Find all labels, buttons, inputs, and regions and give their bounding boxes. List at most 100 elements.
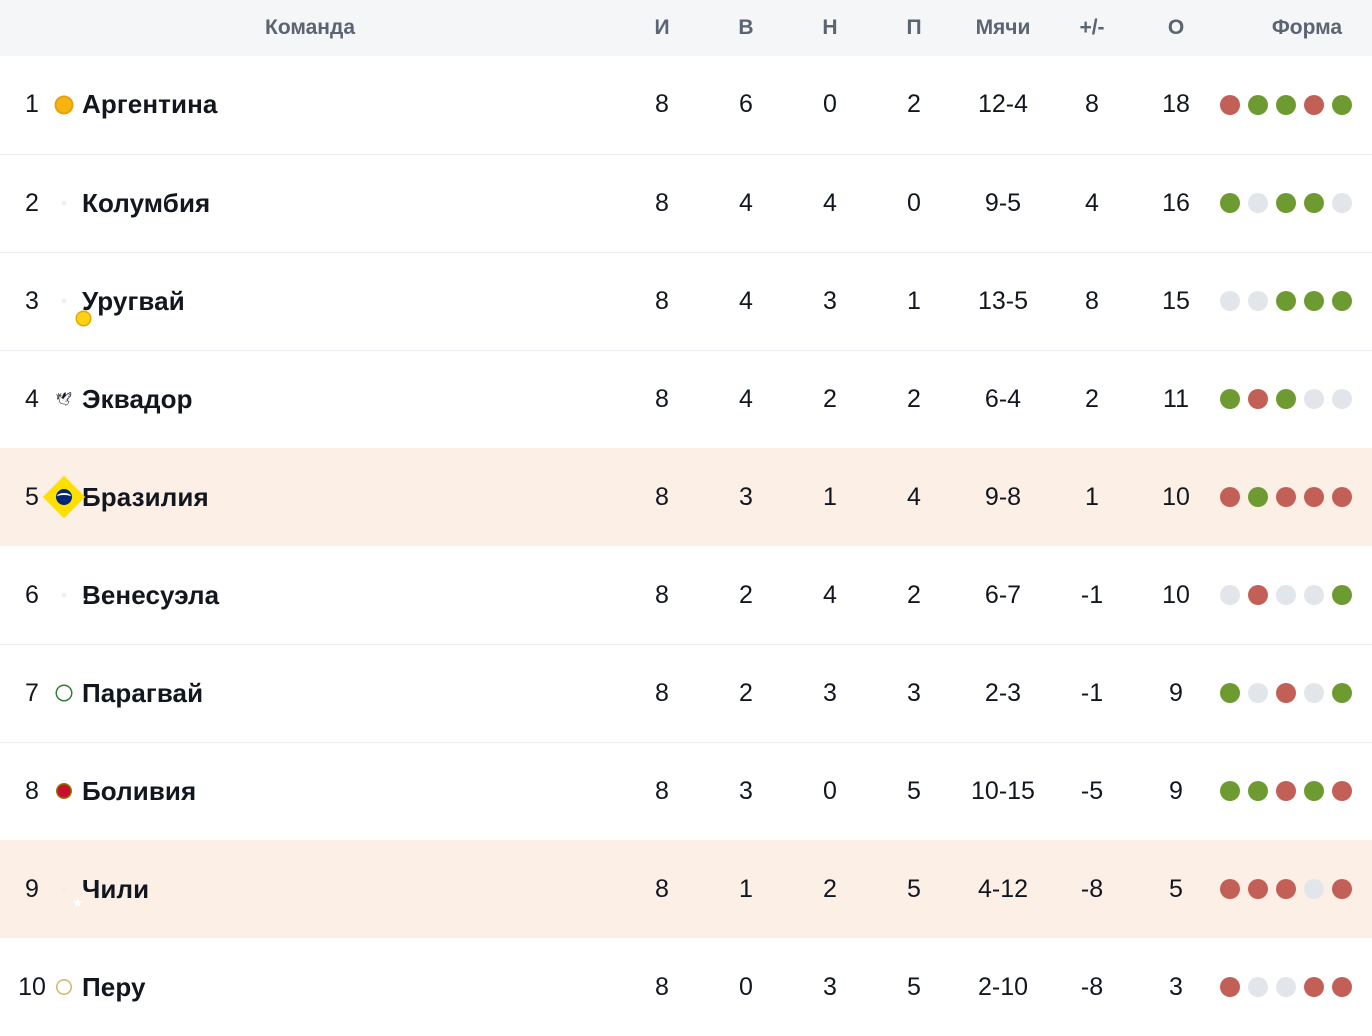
row-team[interactable]: Боливия bbox=[57, 741, 620, 840]
row-won: 2 bbox=[739, 580, 753, 609]
row-team[interactable]: Аргентина bbox=[56, 56, 620, 154]
row-goals: 6-7 bbox=[984, 580, 1022, 609]
row-rank: 8 bbox=[0, 741, 64, 840]
form-dot-w bbox=[1220, 781, 1240, 801]
column-header-played[interactable]: И bbox=[620, 0, 704, 56]
row-lost: 5 bbox=[872, 741, 956, 840]
table-row[interactable]: 2 Колумбия 8 4 4 0 9-5 4 16 bbox=[0, 153, 1372, 252]
row-played: 8 bbox=[655, 90, 669, 119]
form-dot-n bbox=[1304, 585, 1324, 605]
row-rank: 4 bbox=[0, 349, 64, 448]
row-team[interactable]: Колумбия bbox=[64, 153, 620, 252]
row-rank: 7 bbox=[0, 643, 64, 742]
table-row[interactable]: 10 Перу 8 0 3 5 2-10 -8 3 bbox=[0, 938, 1372, 1036]
row-goals: 12-4 bbox=[977, 90, 1029, 119]
table-row[interactable]: 8 Боливия 8 3 0 5 10-15 -5 9 bbox=[0, 741, 1372, 840]
form-dot-n bbox=[1276, 585, 1296, 605]
form-dot-l bbox=[1332, 781, 1352, 801]
form-dot-n bbox=[1248, 291, 1268, 311]
column-header-goals[interactable]: Мячи bbox=[956, 0, 1050, 56]
row-goals: 9-8 bbox=[984, 482, 1022, 511]
row-team[interactable]: Перу bbox=[57, 938, 620, 1036]
row-drawn: 4 bbox=[823, 580, 837, 609]
form-dot-w bbox=[1248, 487, 1268, 507]
row-lost: 2 bbox=[907, 580, 921, 609]
form-dot-l bbox=[1276, 683, 1296, 703]
column-header-goal-difference[interactable]: +/- bbox=[1050, 0, 1134, 56]
row-won: 2 bbox=[704, 643, 788, 742]
row-points: 10 bbox=[1162, 580, 1190, 609]
team-name: Колумбия bbox=[82, 187, 211, 218]
row-lost: 2 bbox=[907, 90, 921, 119]
form-dot-n bbox=[1248, 683, 1268, 703]
column-header-points[interactable]: О bbox=[1134, 0, 1218, 56]
team-name: Венесуэла bbox=[82, 579, 220, 610]
form-dot-w bbox=[1248, 94, 1268, 115]
row-goal-difference: -1 bbox=[1050, 643, 1134, 742]
row-points: 11 bbox=[1134, 349, 1218, 448]
table-header: Команда И В Н П Мячи +/- О Форма bbox=[0, 0, 1372, 56]
table-row[interactable]: 1 Аргентина 8 6 0 2 12-4 8 18 bbox=[0, 56, 1372, 154]
form-dot-w bbox=[1220, 389, 1240, 409]
column-header-drawn[interactable]: Н bbox=[788, 0, 872, 56]
form-dot-w bbox=[1276, 389, 1296, 409]
row-rank: 9 bbox=[25, 874, 39, 903]
form-dot-n bbox=[1304, 683, 1324, 703]
row-team[interactable]: ••••••••Венесуэла bbox=[64, 546, 620, 644]
form-dot-l bbox=[1276, 879, 1296, 899]
form-dot-n bbox=[1276, 977, 1296, 998]
row-rank: 1 bbox=[25, 90, 39, 119]
row-team[interactable]: 🕊Эквадор bbox=[56, 349, 620, 448]
form-dot-l bbox=[1304, 487, 1324, 507]
row-drawn: 3 bbox=[788, 251, 872, 350]
column-header-lost[interactable]: П bbox=[872, 0, 956, 56]
row-goals: 9-5 bbox=[956, 153, 1050, 252]
row-team[interactable]: Уругвай bbox=[64, 251, 620, 350]
form-dot-l bbox=[1304, 94, 1324, 115]
form-dot-w bbox=[1304, 291, 1324, 311]
row-goal-difference: 8 bbox=[1085, 90, 1099, 119]
row-team[interactable]: Парагвай bbox=[57, 643, 620, 742]
row-form bbox=[1218, 349, 1372, 448]
row-played: 8 bbox=[620, 251, 704, 350]
row-points: 16 bbox=[1134, 153, 1218, 252]
team-name: Боливия bbox=[82, 775, 197, 806]
row-points: 15 bbox=[1134, 251, 1218, 350]
table-row[interactable]: 3 Уругвай 8 4 3 1 13-5 8 15 bbox=[0, 251, 1372, 350]
column-header-team[interactable]: Команда bbox=[0, 0, 620, 56]
form-dot-l bbox=[1220, 487, 1240, 507]
column-header-won[interactable]: В bbox=[704, 0, 788, 56]
row-goal-difference: -1 bbox=[1080, 580, 1104, 609]
table-row[interactable]: 5 Бразилия 8 3 1 4 9-8 1 10 bbox=[0, 448, 1372, 546]
row-goals: 10-15 bbox=[956, 741, 1050, 840]
row-lost: 5 bbox=[907, 874, 921, 903]
row-goals: 2-10 bbox=[977, 972, 1029, 1001]
row-goal-difference: 4 bbox=[1050, 153, 1134, 252]
row-form bbox=[1218, 938, 1372, 1036]
form-dot-w bbox=[1276, 94, 1296, 115]
form-dot-n bbox=[1248, 977, 1268, 998]
form-dot-n bbox=[1304, 389, 1324, 409]
row-rank: 3 bbox=[0, 251, 64, 350]
form-dot-l bbox=[1248, 389, 1268, 409]
table-row[interactable]: 7 Парагвай 8 2 3 3 2-3 -1 9 bbox=[0, 643, 1372, 742]
table-row[interactable]: 9 ★Чили 8 1 2 5 4-12 -8 5 bbox=[0, 840, 1372, 938]
form-dot-w bbox=[1332, 683, 1352, 703]
row-points: 10 bbox=[1162, 482, 1190, 511]
row-form bbox=[1218, 251, 1372, 350]
row-team[interactable]: ★Чили bbox=[64, 840, 620, 938]
row-goals: 2-3 bbox=[956, 643, 1050, 742]
row-team[interactable]: Бразилия bbox=[42, 448, 620, 546]
row-drawn: 4 bbox=[788, 153, 872, 252]
column-header-form[interactable]: Форма bbox=[1218, 0, 1372, 56]
row-drawn: 2 bbox=[823, 874, 837, 903]
row-won: 1 bbox=[739, 874, 753, 903]
row-form bbox=[1218, 56, 1372, 154]
row-drawn: 2 bbox=[788, 349, 872, 448]
table-row[interactable]: 6 ••••••••Венесуэла 8 2 4 2 6-7 -1 10 bbox=[0, 546, 1372, 644]
form-dot-n bbox=[1304, 879, 1324, 899]
row-played: 8 bbox=[620, 349, 704, 448]
form-dot-w bbox=[1332, 94, 1352, 115]
row-played: 8 bbox=[655, 972, 669, 1001]
